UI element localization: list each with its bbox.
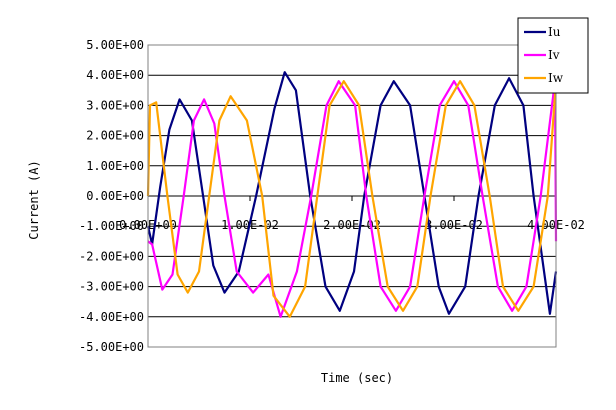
series-line-iw — [146, 80, 558, 318]
series-line-iv — [147, 80, 558, 318]
y-tick-label: -2.00E+00 — [79, 249, 144, 263]
legend-label: Iv — [548, 48, 560, 62]
series-group — [146, 71, 558, 318]
y-tick-label: -1.00E+00 — [79, 219, 144, 233]
y-tick-label: -4.00E+00 — [79, 310, 144, 324]
y-tick-label: 5.00E+00 — [86, 38, 144, 52]
series-line-iu — [146, 71, 558, 315]
y-axis-title: Current (A) — [27, 160, 41, 239]
plot-frame — [147, 44, 557, 348]
x-tick-label: 3.00E-02 — [425, 218, 483, 232]
legend: Iu Iv Iw — [517, 17, 589, 94]
legend-label: Iw — [548, 71, 564, 85]
y-tick-label: -3.00E+00 — [79, 280, 144, 294]
x-tick-label: 2.00E-02 — [323, 218, 381, 232]
x-axis-title: Time (sec) — [321, 371, 393, 385]
legend-label: Iu — [548, 25, 561, 39]
y-tick-label: 4.00E+00 — [86, 68, 144, 82]
y-axis-ticks: 5.00E+00 4.00E+00 3.00E+00 2.00E+00 1.00E+00… — [79, 38, 144, 354]
y-tick-label: 2.00E+00 — [86, 129, 144, 143]
y-tick-label: 1.00E+00 — [86, 159, 144, 173]
y-tick-label: 0.00E+00 — [86, 189, 144, 203]
y-tick-label: -5.00E+00 — [79, 340, 144, 354]
y-tick-label: 3.00E+00 — [86, 98, 144, 112]
